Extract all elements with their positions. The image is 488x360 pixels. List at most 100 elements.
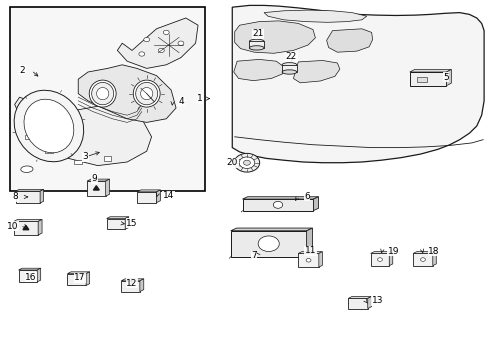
Polygon shape — [125, 217, 128, 229]
Polygon shape — [230, 231, 306, 257]
Polygon shape — [230, 228, 312, 231]
Ellipse shape — [249, 46, 264, 50]
Bar — [10, 7, 205, 191]
Polygon shape — [232, 5, 483, 163]
Text: 9: 9 — [91, 174, 97, 183]
Polygon shape — [140, 279, 143, 292]
Polygon shape — [87, 181, 105, 196]
Polygon shape — [298, 252, 322, 253]
Polygon shape — [121, 279, 143, 281]
Polygon shape — [19, 270, 37, 282]
Polygon shape — [78, 65, 176, 122]
Ellipse shape — [96, 87, 108, 100]
Circle shape — [158, 48, 164, 53]
Text: 3: 3 — [82, 153, 88, 161]
Bar — [103, 156, 111, 161]
Polygon shape — [313, 197, 318, 211]
Circle shape — [377, 258, 382, 261]
Circle shape — [25, 274, 30, 278]
Polygon shape — [370, 253, 388, 266]
Bar — [25, 135, 33, 139]
Polygon shape — [37, 268, 41, 282]
Polygon shape — [93, 186, 99, 190]
Ellipse shape — [136, 82, 157, 105]
Text: 12: 12 — [126, 279, 138, 288]
Text: 15: 15 — [126, 219, 138, 228]
Bar — [282, 65, 296, 72]
Polygon shape — [137, 190, 160, 192]
Circle shape — [178, 41, 183, 45]
Polygon shape — [117, 18, 198, 68]
Bar — [45, 149, 53, 153]
Polygon shape — [67, 272, 89, 274]
Polygon shape — [432, 252, 435, 266]
Polygon shape — [242, 199, 313, 211]
Polygon shape — [318, 252, 322, 267]
Circle shape — [305, 258, 310, 262]
Polygon shape — [412, 253, 432, 266]
Text: 1: 1 — [197, 94, 203, 103]
Polygon shape — [14, 220, 42, 221]
Circle shape — [420, 258, 425, 261]
Ellipse shape — [14, 90, 83, 162]
Polygon shape — [233, 59, 283, 81]
Polygon shape — [87, 179, 109, 181]
Circle shape — [239, 157, 254, 168]
Text: 19: 19 — [387, 247, 399, 256]
Ellipse shape — [21, 166, 33, 172]
Polygon shape — [23, 225, 29, 230]
Text: 18: 18 — [427, 247, 439, 256]
Polygon shape — [16, 189, 43, 191]
Circle shape — [234, 153, 259, 172]
Polygon shape — [105, 179, 109, 196]
Bar — [249, 41, 264, 48]
Ellipse shape — [282, 63, 296, 67]
Polygon shape — [234, 21, 315, 53]
Circle shape — [163, 30, 169, 35]
Polygon shape — [67, 274, 86, 285]
Text: 6: 6 — [304, 192, 309, 201]
Bar — [409, 72, 446, 86]
Ellipse shape — [92, 82, 113, 105]
Text: 5: 5 — [442, 73, 448, 82]
Polygon shape — [40, 189, 43, 203]
Polygon shape — [38, 220, 42, 235]
Polygon shape — [106, 217, 128, 219]
Bar — [74, 160, 82, 164]
Bar — [416, 77, 426, 82]
Polygon shape — [121, 281, 140, 292]
Ellipse shape — [89, 80, 116, 107]
Text: 8: 8 — [13, 192, 19, 201]
Text: 7: 7 — [250, 251, 256, 260]
Polygon shape — [86, 272, 89, 285]
Polygon shape — [14, 221, 38, 235]
Ellipse shape — [249, 39, 264, 44]
Polygon shape — [367, 297, 371, 309]
Polygon shape — [326, 29, 372, 52]
Polygon shape — [156, 190, 160, 203]
Text: 14: 14 — [163, 192, 174, 200]
Polygon shape — [347, 297, 371, 298]
Polygon shape — [409, 69, 450, 72]
Polygon shape — [16, 191, 40, 203]
Text: 20: 20 — [226, 158, 238, 167]
Polygon shape — [19, 268, 41, 270]
Text: 13: 13 — [371, 297, 383, 305]
Text: 21: 21 — [252, 29, 264, 38]
Polygon shape — [388, 252, 392, 266]
Ellipse shape — [282, 70, 296, 74]
Polygon shape — [306, 228, 312, 257]
Polygon shape — [370, 252, 392, 253]
Circle shape — [143, 37, 149, 42]
Polygon shape — [412, 252, 435, 253]
Text: 16: 16 — [25, 273, 37, 282]
Polygon shape — [242, 197, 318, 199]
Text: 4: 4 — [178, 97, 184, 106]
Polygon shape — [293, 60, 339, 83]
Ellipse shape — [24, 99, 74, 153]
Polygon shape — [106, 219, 125, 229]
Polygon shape — [298, 253, 318, 267]
Polygon shape — [264, 10, 366, 22]
Polygon shape — [15, 97, 151, 166]
Text: 2: 2 — [20, 66, 25, 75]
